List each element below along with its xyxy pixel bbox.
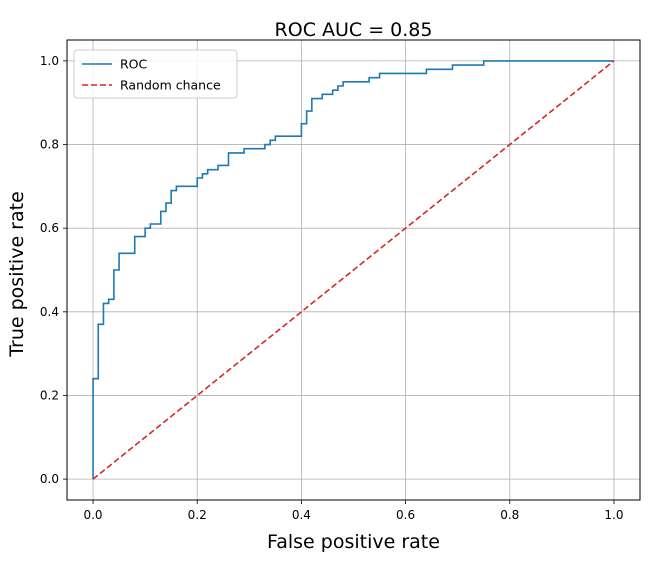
x-axis-label: False positive rate xyxy=(267,531,440,553)
x-tick-label: 0.4 xyxy=(292,508,311,522)
plot-lines xyxy=(92,60,615,480)
random-chance-line xyxy=(92,60,615,480)
x-tick-label: 0.0 xyxy=(83,508,102,522)
legend-label: ROC xyxy=(120,57,148,72)
plot-frame xyxy=(66,39,641,501)
chart-title: ROC AUC = 0.85 xyxy=(275,19,433,41)
y-axis-label: True positive rate xyxy=(6,191,28,358)
y-tick-label: 0.8 xyxy=(40,138,59,152)
y-tick-label: 0.2 xyxy=(40,388,59,402)
roc-curve-line xyxy=(92,60,614,480)
y-tick-label: 0.6 xyxy=(40,221,59,235)
x-tick-label: 0.8 xyxy=(500,508,519,522)
x-tick-label: 1.0 xyxy=(604,508,623,522)
x-tick-label: 0.6 xyxy=(396,508,415,522)
ticks: 0.0 0.2 0.4 0.6 0.8 1.0 0.0 0.2 0.4 0.6 0.8 1.0 xyxy=(40,54,624,522)
y-tick-label: 1.0 xyxy=(40,54,59,68)
y-tick-label: 0.4 xyxy=(40,305,59,319)
y-tick-label: 0.0 xyxy=(40,472,59,486)
legend-label: Random chance xyxy=(120,78,221,93)
legend: ROC Random chance xyxy=(73,49,238,99)
x-tick-label: 0.2 xyxy=(188,508,207,522)
legend-box xyxy=(73,49,238,99)
